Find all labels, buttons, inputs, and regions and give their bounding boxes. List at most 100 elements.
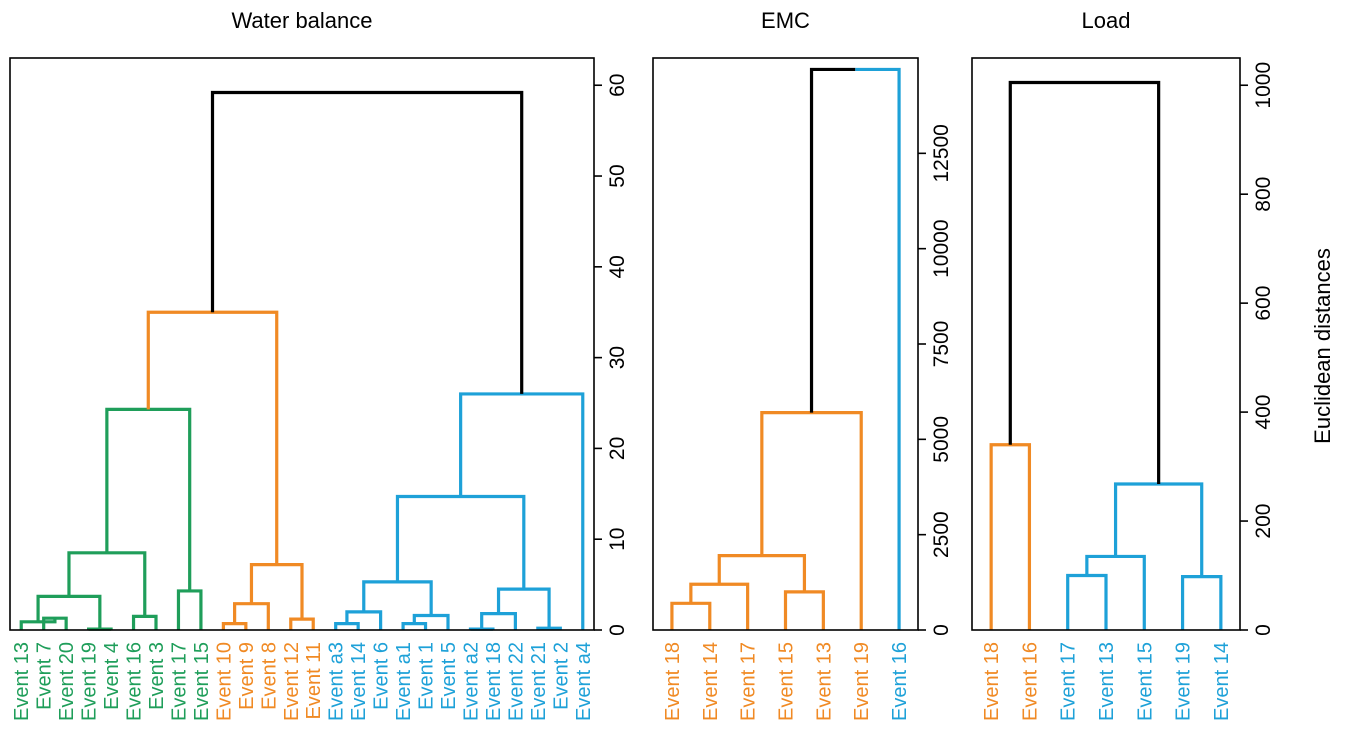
y-tick-label: 7500 (930, 321, 953, 368)
y-tick-label: 40 (606, 255, 629, 278)
panel-title: EMC (761, 8, 810, 33)
leaf-label: Event 3 (146, 642, 168, 710)
dendrogram-link (221, 622, 248, 630)
leaf-label: Event 17 (1058, 642, 1080, 721)
dendrogram-link (783, 590, 825, 630)
leaf-label: Event a1 (393, 642, 415, 721)
dendrogram-link (717, 554, 807, 592)
dendrogram-link (1008, 80, 1161, 485)
y-tick-label: 5000 (930, 416, 953, 463)
y-tick-label: 1000 (1252, 62, 1275, 109)
y-tick-label: 800 (1252, 177, 1275, 212)
leaf-label: Event 15 (776, 642, 798, 721)
leaf-label: Event 10 (213, 642, 235, 721)
leaf-label: Event 13 (1096, 642, 1118, 721)
dendrogram-panel-2: EMC 0 2500 5000 7500 10000 12500 Event 18 Event … (652, 8, 953, 721)
leaf-label: Event 18 (483, 642, 505, 721)
plot-frame (971, 57, 1241, 631)
leaf-label: Event 20 (56, 642, 78, 721)
leaf-label: Event 8 (258, 642, 280, 710)
dendrogram-link (670, 601, 712, 630)
dendrogram-link (809, 67, 856, 413)
dendrogram-link (496, 587, 551, 629)
y-tick-label: 10000 (930, 219, 953, 277)
leaf-label: Event 14 (348, 642, 370, 721)
dendrogram-link (855, 67, 901, 630)
y-tick-label: 20 (606, 437, 629, 460)
dendrogram-link (289, 617, 315, 630)
y-tick-label: 600 (1252, 286, 1275, 321)
panel-title: Water balance (231, 8, 372, 33)
y-tick-label: 2500 (930, 511, 953, 558)
dendrogram-link (105, 407, 192, 591)
leaf-label: Event a3 (326, 642, 348, 721)
leaf-label: Event 14 (1211, 642, 1233, 721)
leaf-label: Event 19 (1173, 642, 1195, 721)
dendrogram-link (689, 582, 750, 630)
dendrogram-link (345, 610, 383, 630)
dendrogram-link (1113, 482, 1204, 577)
dendrogram-link (249, 563, 304, 620)
leaf-label: Event 17 (168, 642, 190, 721)
leaf-label: Event 13 (11, 642, 33, 721)
y-tick-label: 200 (1252, 504, 1275, 539)
leaf-label: Event a2 (460, 642, 482, 721)
y-tick-label: 12500 (930, 124, 953, 182)
dendrogram-link (395, 494, 526, 590)
dendrogram-link (1066, 573, 1108, 630)
dendrogram-panel-3: Load 0 200 400 600 800 1000 Event 18 Event 16 Eve… (971, 8, 1275, 721)
leaf-label: Event 5 (438, 642, 460, 710)
y-tick-label: 50 (606, 164, 629, 187)
dendrogram-link (760, 411, 863, 630)
dendrogram-link (19, 618, 57, 630)
y-tick-label: 60 (606, 74, 629, 97)
plot-frame (652, 57, 919, 631)
panel-title: Load (1082, 8, 1131, 33)
y-tick-label: 0 (930, 624, 953, 636)
dendrogram-link (1180, 575, 1223, 630)
y-axis-label: Euclidean distances (1310, 248, 1335, 444)
leaf-label: Event 18 (981, 642, 1003, 721)
leaf-label: Event 14 (700, 642, 722, 721)
dendrogram-link (989, 443, 1032, 630)
dendrogram-link (36, 594, 102, 630)
dendrogram-link (67, 551, 147, 617)
leaf-label: Event 4 (101, 642, 123, 710)
leaf-label: Event 15 (1134, 642, 1156, 721)
leaf-label: Event 22 (505, 642, 527, 721)
leaf-label: Event 19 (851, 642, 873, 721)
dendrogram-link (334, 622, 360, 630)
dendrogram-link (401, 622, 428, 630)
leaf-label: Event 16 (889, 642, 911, 721)
plot-frame (9, 57, 595, 631)
leaf-label: Event 21 (528, 642, 550, 721)
leaf-label: Event 2 (550, 642, 572, 710)
leaf-label: Event 16 (1019, 642, 1041, 721)
y-tick-label: 30 (606, 346, 629, 369)
leaf-label: Event 15 (191, 642, 213, 721)
y-tick-label: 10 (606, 528, 629, 551)
leaf-label: Event 1 (416, 642, 438, 710)
dendrogram-link (210, 90, 524, 394)
y-tick-label: 0 (1252, 624, 1275, 636)
dendrogram-link (1085, 554, 1146, 630)
leaf-label: Event 9 (236, 642, 258, 710)
y-tick-label: 0 (606, 624, 629, 636)
leaf-label: Event a4 (573, 642, 595, 721)
leaf-label: Event 12 (281, 642, 303, 721)
dendrogram-link (176, 589, 203, 630)
dendrogram-link (131, 614, 158, 630)
leaf-label: Event 16 (124, 642, 146, 721)
dendrogram-link (146, 310, 279, 565)
leaf-label: Event 18 (662, 642, 684, 721)
leaf-label: Event 13 (813, 642, 835, 721)
y-tick-label: 400 (1252, 395, 1275, 430)
leaf-label: Event 6 (371, 642, 393, 710)
leaf-label: Event 7 (34, 642, 56, 710)
dendrogram-link (233, 602, 270, 630)
leaf-label: Event 17 (738, 642, 760, 721)
dendrogram-link (459, 392, 585, 630)
leaf-label: Event 11 (303, 642, 325, 719)
